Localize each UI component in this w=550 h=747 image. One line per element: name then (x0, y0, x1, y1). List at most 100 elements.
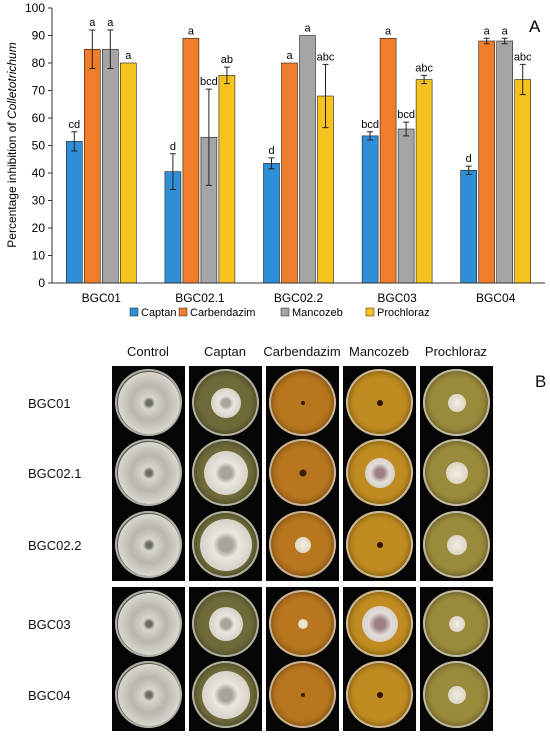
agar-plate (192, 511, 259, 578)
bar-mancozeb (397, 128, 415, 284)
petri-dish-bgc02.2-prochloraz (420, 508, 493, 581)
significance-label: a (89, 17, 96, 29)
significance-label: bcd (397, 109, 415, 121)
y-axis: 0 10 20 30 40 50 60 70 80 90 100 (25, 1, 53, 290)
legend-swatch-prochloraz (365, 307, 375, 317)
bar-prochloraz (415, 79, 433, 284)
agar-plate (192, 590, 259, 657)
significance-label: abc (317, 51, 335, 63)
legend-label-prochloraz: Prochloraz (377, 307, 430, 319)
row-label-bgc01: BGC01 (28, 396, 71, 411)
agar-plate (269, 439, 336, 506)
agar-plate (115, 511, 182, 578)
petri-dish-panel: B Control Captan Carbendazim Mancozeb Prochl… (0, 340, 550, 747)
agar-plate (192, 369, 259, 436)
fungal-colony (210, 387, 241, 418)
petri-dish-bgc01-captan (189, 366, 262, 439)
fungal-colony (203, 450, 248, 495)
agar-plate (269, 369, 336, 436)
column-header-carbendazim: Carbendazim (263, 344, 341, 359)
significance-label: d (466, 153, 472, 165)
bar-carbendazim (478, 40, 496, 284)
agar-plate (269, 590, 336, 657)
agar-plate (115, 369, 182, 436)
x-tick-label: BGC02.2 (274, 291, 324, 305)
agar-plate (423, 590, 490, 657)
significance-label: a (107, 17, 114, 29)
fungal-colony (376, 541, 383, 548)
legend: Captan Carbendazim Mancozeb Prochloraz (129, 307, 430, 319)
row-label-bgc04: BGC04 (28, 688, 71, 703)
agar-plate (346, 369, 413, 436)
petri-dish-bgc02.2-control (112, 508, 185, 581)
significance-label: a (502, 25, 509, 37)
agar-plate (269, 661, 336, 728)
petri-dish-bgc04-prochloraz (420, 658, 493, 731)
y-tick-label: 10 (32, 249, 46, 263)
bar-mancozeb (496, 40, 514, 284)
fungal-colony (447, 393, 466, 412)
petri-dish-bgc03-prochloraz (420, 587, 493, 660)
fungal-colony (208, 606, 243, 641)
agar-plate (423, 661, 490, 728)
fungal-colony (117, 441, 180, 504)
agar-plate (115, 590, 182, 657)
fungal-colony (199, 518, 252, 571)
petri-dish-bgc02.2-carbendazim (266, 508, 339, 581)
bar-carbendazim (182, 37, 200, 284)
significance-label: bcd (361, 119, 379, 131)
significance-label: bcd (200, 76, 218, 88)
y-tick-label: 90 (32, 29, 46, 43)
petri-dish-bgc01-control (112, 366, 185, 439)
y-tick-label: 40 (32, 166, 46, 180)
legend-swatch-captan (129, 307, 139, 317)
x-tick-label: BGC01 (82, 291, 122, 305)
significance-label: cd (68, 119, 80, 131)
agar-plate (346, 511, 413, 578)
y-tick-label: 0 (38, 276, 45, 290)
agar-plate (115, 439, 182, 506)
bar-carbendazim (281, 62, 298, 284)
legend-label-captan: Captan (141, 307, 176, 319)
significance-label: a (125, 50, 132, 62)
fungal-colony (300, 400, 305, 405)
significance-label: a (304, 23, 311, 35)
agar-plate (423, 511, 490, 578)
y-tick-label: 30 (32, 194, 46, 208)
significance-label: abc (415, 62, 433, 74)
bar-carbendazim (379, 37, 397, 284)
bar-mancozeb (102, 48, 119, 284)
petri-dish-bgc02.1-mancozeb (343, 436, 416, 509)
petri-dish-bgc04-captan (189, 658, 262, 731)
agar-plate (192, 661, 259, 728)
legend-swatch-mancozeb (280, 307, 290, 317)
significance-label: a (484, 25, 491, 37)
y-axis-label: Percentage inhibition of Colletotrichum (5, 42, 19, 247)
column-header-mancozeb: Mancozeb (349, 344, 409, 359)
agar-plate (423, 369, 490, 436)
agar-plate (346, 661, 413, 728)
bar-mancozeb (299, 35, 316, 284)
fungal-colony (117, 663, 180, 726)
y-tick-label: 70 (32, 84, 46, 98)
bar-captan (263, 163, 280, 284)
petri-dish-bgc01-prochloraz (420, 366, 493, 439)
column-header-prochloraz: Prochloraz (424, 344, 488, 359)
bar-captan (460, 169, 478, 284)
significance-label: a (385, 25, 392, 37)
petri-dish-bgc04-mancozeb (343, 658, 416, 731)
petri-dish-bgc03-captan (189, 587, 262, 660)
fungal-colony (445, 461, 468, 484)
fungal-colony (376, 399, 383, 406)
fungal-colony (117, 371, 180, 434)
agar-plate (192, 439, 259, 506)
legend-label-carbendazim: Carbendazim (190, 307, 255, 319)
y-tick-label: 60 (32, 111, 46, 125)
petri-dish-bgc02.2-mancozeb (343, 508, 416, 581)
agar-plate (423, 439, 490, 506)
fungal-colony (448, 615, 465, 632)
petri-dish-bgc03-mancozeb (343, 587, 416, 660)
significance-label: abc (514, 51, 532, 63)
